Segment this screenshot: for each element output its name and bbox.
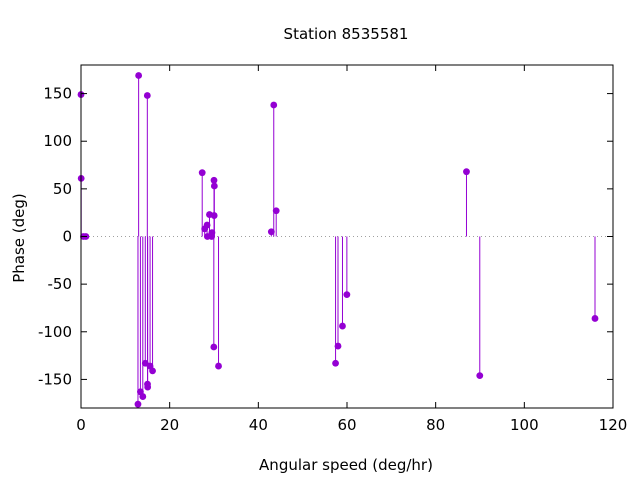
y-tick-label: -150 xyxy=(38,370,72,388)
x-tick-label: 80 xyxy=(426,416,445,434)
x-tick-label: 0 xyxy=(76,416,86,434)
data-point xyxy=(210,176,218,184)
data-point xyxy=(198,169,206,177)
x-tick-label: 100 xyxy=(510,416,539,434)
y-tick-label: 150 xyxy=(43,85,72,103)
data-point xyxy=(591,315,599,322)
y-tick-label: 50 xyxy=(53,180,72,198)
data-point xyxy=(139,393,147,400)
point-layer xyxy=(77,72,599,408)
data-point xyxy=(267,228,275,236)
x-tick-layer: 0 20 40 60 80 100 120 xyxy=(76,65,627,434)
data-point xyxy=(334,342,342,350)
x-axis-label: Angular speed (deg/hr) xyxy=(259,456,433,474)
x-tick-label: 60 xyxy=(337,416,356,434)
data-point xyxy=(210,182,218,190)
chart-title: Station 8535581 xyxy=(284,25,409,43)
impulse-layer xyxy=(80,75,596,405)
data-point xyxy=(144,383,152,391)
data-point xyxy=(339,322,346,330)
y-axis-label: Phase (deg) xyxy=(10,193,28,283)
data-point xyxy=(343,291,351,299)
data-point xyxy=(210,343,218,351)
data-point xyxy=(270,101,278,109)
y-tick-layer: -150 -100 -50 0 50 100 150 xyxy=(38,85,613,388)
data-point xyxy=(332,359,339,367)
data-point xyxy=(135,72,143,79)
data-point xyxy=(134,400,142,408)
data-point xyxy=(149,367,156,375)
data-point xyxy=(215,362,222,370)
data-point xyxy=(463,168,470,176)
data-point xyxy=(143,92,151,99)
y-tick-label: 100 xyxy=(43,132,72,150)
data-point xyxy=(476,372,484,380)
x-tick-label: 120 xyxy=(599,416,628,434)
y-tick-label: 0 xyxy=(62,228,72,246)
x-tick-label: 40 xyxy=(249,416,268,434)
x-tick-label: 20 xyxy=(160,416,179,434)
data-point xyxy=(210,212,218,219)
y-tick-label: -50 xyxy=(48,275,73,293)
y-tick-label: -100 xyxy=(38,323,72,341)
data-point xyxy=(203,221,211,229)
data-point xyxy=(208,229,216,237)
data-point xyxy=(272,207,280,215)
